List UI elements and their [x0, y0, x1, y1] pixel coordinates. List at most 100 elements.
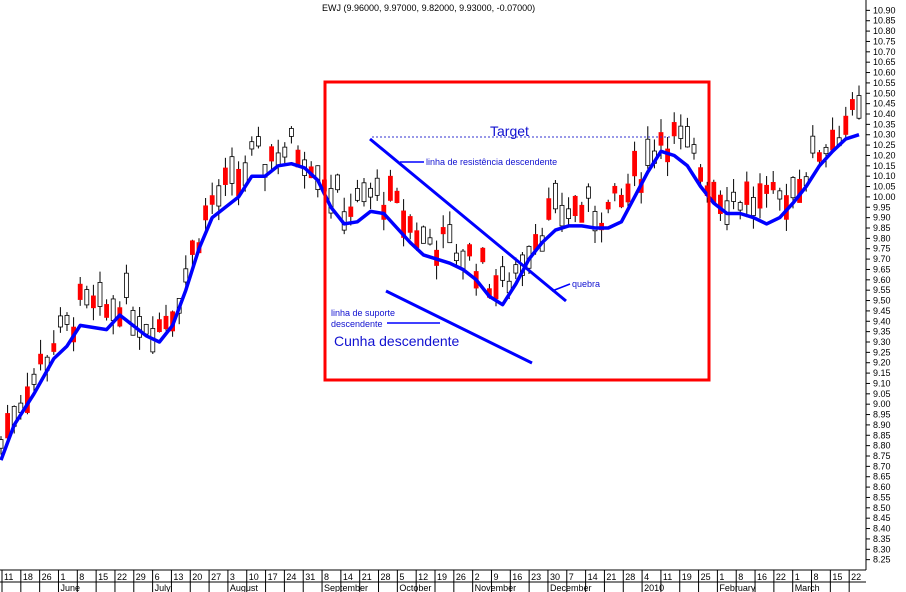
- candle: [579, 201, 585, 223]
- candle: [420, 225, 426, 244]
- y-tick-label: 9.10: [873, 378, 891, 388]
- y-axis: 8.258.308.358.408.458.508.558.608.658.70…: [865, 0, 896, 570]
- annotations-layer: Target linha de resistência descendente …: [323, 80, 711, 382]
- candle: [97, 271, 103, 316]
- candle: [770, 171, 776, 194]
- y-tick-label: 8.45: [873, 513, 891, 523]
- candle: [751, 186, 756, 229]
- y-tick-label: 8.95: [873, 410, 891, 420]
- candle: [731, 179, 736, 210]
- x-month-label: September: [324, 583, 368, 592]
- support-line: [385, 289, 533, 365]
- x-day-label: 14: [588, 572, 598, 582]
- candle: [0, 436, 4, 455]
- candle: [288, 126, 294, 144]
- y-tick-label: 8.50: [873, 503, 891, 513]
- x-month-label: July: [155, 583, 172, 592]
- candle: [447, 211, 453, 244]
- x-day-label: 3: [230, 572, 235, 582]
- y-tick-label: 8.30: [873, 544, 891, 554]
- x-day-label: 1: [795, 572, 800, 582]
- y-tick-label: 9.00: [873, 399, 891, 409]
- y-tick-label: 10.15: [873, 161, 896, 171]
- x-day-label: 31: [305, 572, 315, 582]
- y-tick-label: 8.85: [873, 430, 891, 440]
- x-day-label: 9: [493, 572, 498, 582]
- candle: [394, 187, 400, 204]
- y-tick-label: 8.60: [873, 482, 891, 492]
- x-day-label: 24: [286, 572, 296, 582]
- candle: [737, 200, 743, 220]
- candle: [856, 85, 862, 120]
- trend-line: [0, 133, 860, 461]
- x-day-label: 6: [155, 572, 160, 582]
- x-day-label: 15: [832, 572, 842, 582]
- candle: [368, 182, 374, 210]
- candle: [249, 136, 255, 156]
- y-tick-label: 9.55: [873, 285, 891, 295]
- y-tick-label: 9.90: [873, 213, 891, 223]
- x-axis: 11 18 26 1 8 15 22 29 6 13 20 27 3 10 17 24 31 8 14 21 28 5 12…: [0, 569, 866, 592]
- x-day-label: 8: [738, 572, 743, 582]
- candle: [553, 180, 558, 214]
- pattern-label: Cunha descendente: [334, 333, 460, 349]
- candle: [31, 368, 37, 393]
- y-tick-label: 9.25: [873, 347, 891, 357]
- y-tick-label: 10.30: [873, 130, 896, 140]
- x-month-label: June: [60, 583, 80, 592]
- x-day-label: 12: [418, 572, 428, 582]
- support-label-2: descendente: [331, 319, 383, 329]
- x-day-label: 27: [211, 572, 221, 582]
- x-day-label: 16: [512, 572, 522, 582]
- candle: [222, 157, 228, 196]
- x-day-label: 5: [399, 572, 404, 582]
- candle: [255, 126, 261, 149]
- y-tick-label: 8.25: [873, 555, 891, 565]
- plot-background: [0, 12, 866, 570]
- x-day-label: 1: [719, 572, 724, 582]
- candle: [843, 106, 849, 141]
- y-tick-label: 10.35: [873, 119, 896, 129]
- y-tick-label: 10.25: [873, 140, 896, 150]
- y-tick-label: 9.80: [873, 233, 891, 243]
- y-tick-label: 9.45: [873, 306, 891, 316]
- candle: [348, 193, 354, 226]
- candle: [440, 215, 446, 249]
- x-day-label: 29: [136, 572, 146, 582]
- x-day-label: 7: [569, 572, 574, 582]
- candle: [685, 117, 690, 148]
- candle: [453, 243, 459, 266]
- x-day-label: 26: [42, 572, 52, 582]
- candle: [407, 214, 413, 240]
- candle: [823, 144, 829, 168]
- y-tick-label: 10.05: [873, 182, 896, 192]
- y-tick-label: 8.35: [873, 534, 891, 544]
- y-tick-label: 10.10: [873, 171, 896, 181]
- resistance-label: linha de resistência descendente: [426, 157, 557, 167]
- x-day-label: 19: [682, 572, 692, 582]
- candle: [500, 255, 506, 288]
- x-day-label: 8: [814, 572, 819, 582]
- y-tick-label: 9.75: [873, 244, 891, 254]
- candles-layer: [0, 85, 862, 455]
- candle: [718, 190, 723, 221]
- y-tick-label: 9.65: [873, 264, 891, 274]
- candle: [777, 187, 783, 211]
- break-pointer: [551, 283, 571, 292]
- x-day-label: 19: [437, 572, 447, 582]
- x-day-label: 25: [701, 572, 711, 582]
- chart-title: EWJ (9.96000, 9.97000, 9.82000, 9.93000,…: [322, 3, 535, 13]
- y-tick-label: 8.55: [873, 492, 891, 502]
- y-tick-label: 9.50: [873, 296, 891, 306]
- candle: [572, 195, 578, 223]
- y-tick-label: 9.05: [873, 389, 891, 399]
- y-tick-label: 8.40: [873, 524, 891, 534]
- x-month-label: August: [230, 583, 259, 592]
- x-day-label: 26: [456, 572, 466, 582]
- x-day-label: 18: [23, 572, 33, 582]
- candle: [269, 144, 275, 171]
- x-day-label: 23: [531, 572, 541, 582]
- y-tick-label: 9.85: [873, 223, 891, 233]
- trend-layer: [0, 133, 860, 461]
